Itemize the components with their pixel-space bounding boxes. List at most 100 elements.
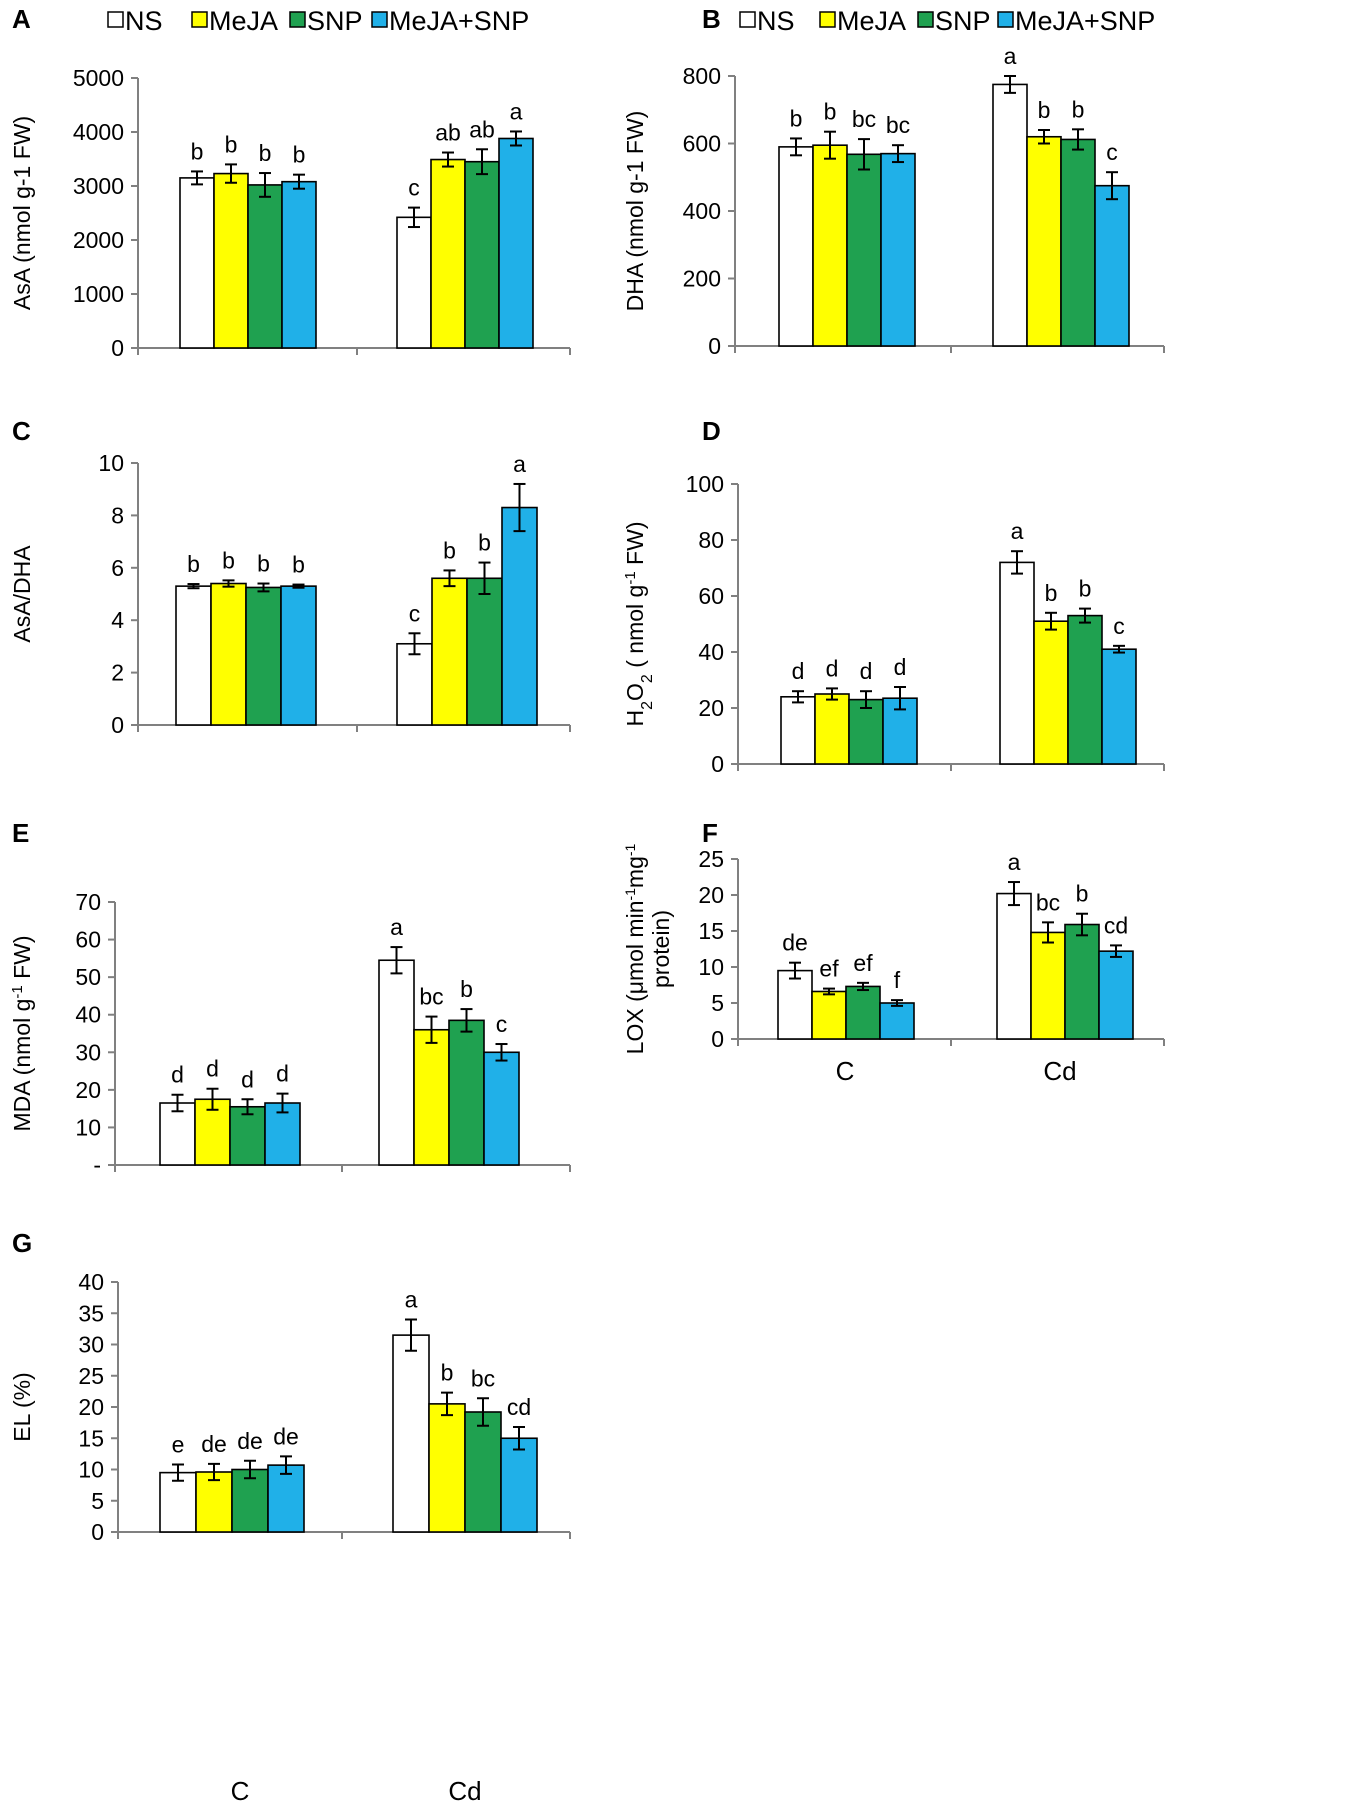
bar-mejasnp-cd [501,506,538,726]
y-tick-label: 5 [711,990,724,1016]
bar-ns-cd [392,1334,430,1533]
error-bar [257,582,270,593]
error-bar [172,1463,184,1482]
y-tick-label: 30 [78,1332,104,1358]
y-tick-label: 70 [75,889,101,915]
error-bar [292,583,305,589]
bar-ns-cd [378,959,415,1166]
significance-label: cd [507,1394,531,1420]
bar-meja-c [210,582,247,726]
y-tick-label: 35 [78,1300,104,1326]
bar-snp-cd [1060,138,1096,347]
legend-label: SNP [307,6,363,36]
error-bar [892,144,904,164]
y-tick-label: 0 [708,333,721,359]
bar-meja-c [812,144,848,347]
bar-ns-c [777,969,813,1040]
y-axis-label: AsA/DHA [9,545,35,643]
bar-meja-c [814,693,850,765]
legend: NS MeJA SNP MeJA+SNP [107,6,529,36]
bar-ns-c [780,695,816,765]
error-bar [1079,607,1091,624]
bar-meja-cd [430,158,466,349]
significance-label: b [441,1360,454,1386]
error-bar [478,561,491,595]
significance-label: b [292,552,305,578]
error-bar [894,686,906,711]
bar-mejasnp-cd [483,1051,520,1166]
y-tick-label: 50 [75,964,101,990]
error-bar [408,206,420,229]
y-tick-label: 15 [698,918,724,944]
bar-snp-c [848,698,884,765]
y-tick-label: 200 [683,266,721,292]
bar-meja-cd [1030,931,1066,1040]
y-tick-label: 3000 [73,173,124,199]
error-bar [222,579,235,588]
error-bar [510,130,522,147]
y-tick-label: 1000 [73,281,124,307]
significance-label: d [826,655,839,681]
error-bar [857,981,869,992]
legend-swatch-ns [739,11,756,28]
error-bar [824,130,836,160]
y-tick-label: 0 [111,712,124,738]
bar-ns-c [159,1102,196,1166]
bar-ns-c [778,146,814,347]
error-bar [1042,921,1054,944]
y-tick-label: 60 [75,927,101,953]
significance-label: bc [419,984,443,1010]
y-tick-label: 5 [91,1488,104,1514]
error-bar [858,138,870,171]
error-bar [405,1318,417,1352]
error-bar [1072,128,1084,151]
significance-label: d [792,658,805,684]
y-tick-label: 25 [698,846,724,872]
bar-ns-c [175,585,212,726]
significance-label: b [259,140,272,166]
bar-ns-cd [999,561,1035,765]
y-tick-label: 4000 [73,119,124,145]
significance-label: b [187,551,200,577]
bar-mejasnp-cd [1101,648,1137,765]
error-bar [826,687,838,701]
legend-label: MeJA+SNP [1015,6,1155,36]
significance-label: b [478,530,491,556]
significance-label: b [790,105,803,131]
significance-label: f [894,967,901,993]
y-axis-label: AsA (nmol g-1 FW) [9,116,35,310]
bar-mejasnp-cd [1094,184,1130,347]
bar-mejasnp-cd [500,1437,538,1533]
panel-letter: F [702,818,718,848]
error-bar [442,151,454,168]
legend-label: NS [757,6,795,36]
significance-label: d [171,1062,184,1088]
bar-ns-cd [396,642,433,726]
significance-label: b [460,976,473,1002]
bar-meja-cd [413,1028,450,1166]
significance-label: bc [471,1365,495,1391]
legend-swatch-mejasnp [997,11,1014,28]
legend-label: MeJA+SNP [389,6,529,36]
y-tick-label: 2000 [73,227,124,253]
legend-label: MeJA [837,6,906,36]
y-tick-label: 20 [698,882,724,908]
bar-snp-c [845,985,881,1040]
y-axis-label: DHA (nmol g-1 FW) [622,111,648,312]
error-bar [513,1426,525,1451]
bar-meja-cd [428,1403,466,1533]
error-bar [280,1455,292,1475]
y-tick-label: 600 [683,131,721,157]
significance-label: b [293,142,306,168]
error-bar [789,961,801,980]
y-tick-label: 0 [111,335,124,361]
significance-label: a [513,451,526,477]
y-tick-label: 15 [78,1425,104,1451]
error-bar [390,946,403,975]
significance-label: c [496,1011,508,1037]
significance-label: b [191,138,204,164]
significance-label: b [1038,97,1051,123]
error-bar [1045,611,1057,631]
